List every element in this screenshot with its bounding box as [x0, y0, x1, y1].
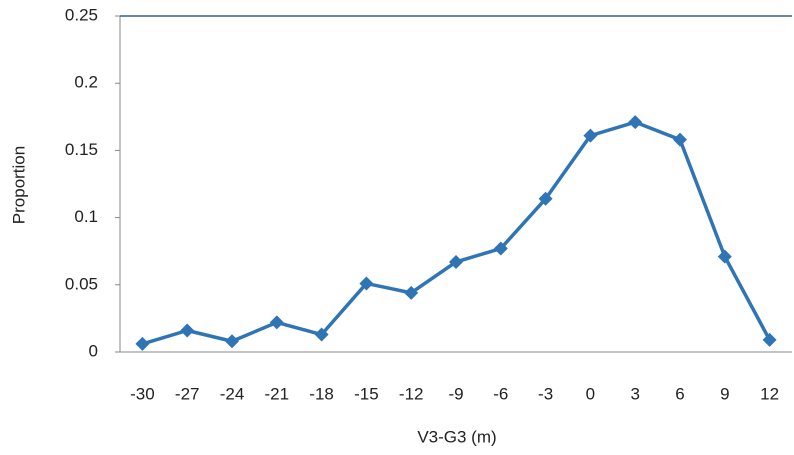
data-point [493, 241, 508, 256]
x-tick-label: -27 [175, 384, 200, 403]
x-tick-label: -15 [354, 384, 379, 403]
x-tick-label: -3 [538, 384, 553, 403]
x-tick-label: -21 [265, 384, 290, 403]
data-point [135, 336, 150, 351]
x-tick-label: -18 [309, 384, 334, 403]
data-point [225, 334, 239, 349]
x-tick-label: -9 [448, 384, 463, 403]
y-tick-label: 0.2 [74, 73, 98, 92]
data-point [717, 249, 732, 264]
data-point [673, 132, 687, 147]
x-tick-label: 3 [630, 384, 639, 403]
x-axis-title: V3-G3 (m) [417, 427, 496, 446]
x-tick-label: 0 [586, 384, 595, 403]
data-point [628, 115, 643, 130]
y-tick-label: 0.05 [65, 274, 98, 293]
x-tick-label: -6 [493, 384, 508, 403]
data-point [314, 327, 329, 342]
x-tick-label: 6 [675, 384, 684, 403]
x-tick-label: -12 [399, 384, 424, 403]
y-tick-label: 0.15 [65, 140, 98, 159]
data-point [762, 332, 777, 347]
data-point [180, 323, 195, 338]
data-point [583, 128, 598, 143]
x-tick-label: 9 [720, 384, 729, 403]
data-point [359, 276, 374, 291]
x-tick-label: 12 [760, 384, 779, 403]
y-tick-label: 0.25 [65, 5, 98, 24]
x-tick-label: -30 [130, 384, 155, 403]
y-tick-label: 0.1 [74, 207, 98, 226]
data-point [269, 315, 284, 330]
data-point [404, 285, 419, 300]
data-point [538, 191, 553, 206]
data-line [141, 120, 772, 346]
y-axis-title: Proportion [9, 146, 28, 224]
data-point [449, 254, 463, 269]
y-tick-label: 0 [89, 341, 98, 360]
x-tick-label: -24 [220, 384, 245, 403]
